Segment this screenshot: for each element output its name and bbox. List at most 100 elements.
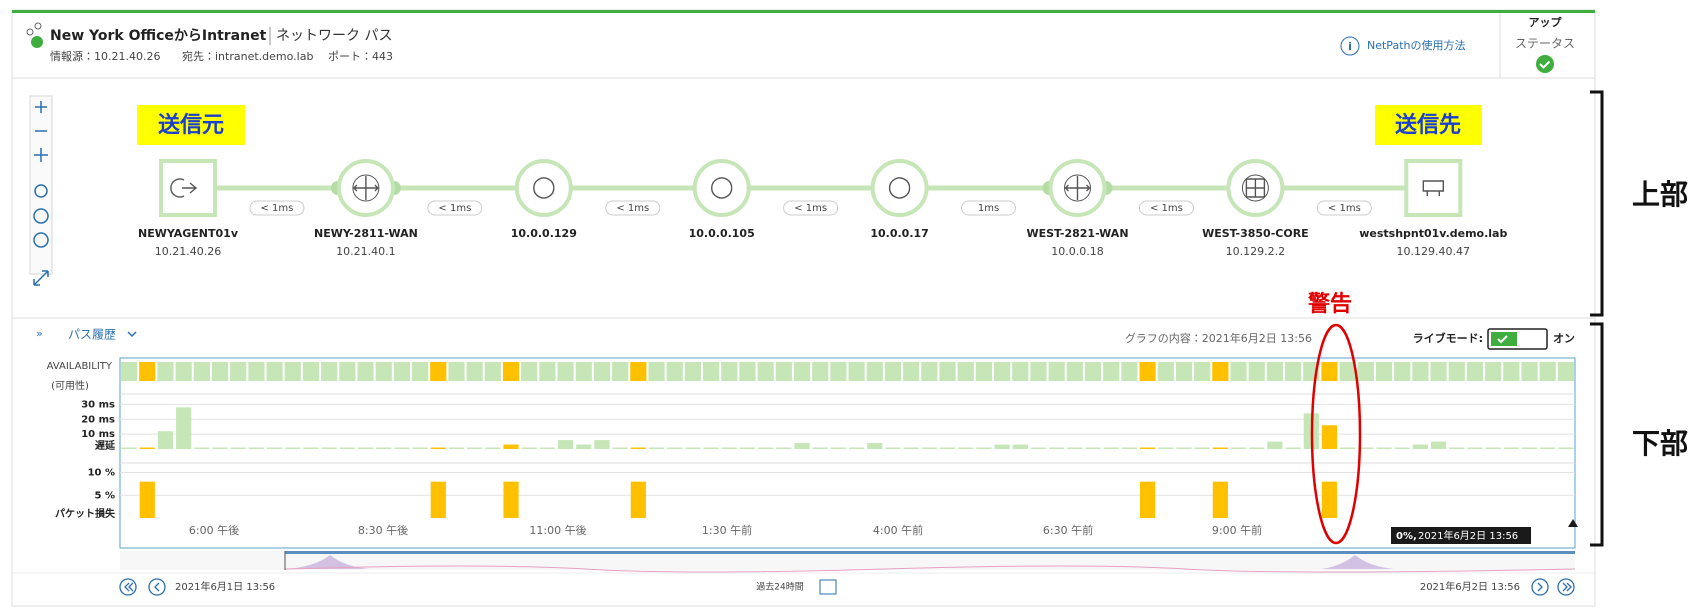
latency-bar	[830, 447, 846, 449]
availability-cell	[830, 362, 847, 381]
info-i: i	[1348, 40, 1352, 53]
availability-cell	[466, 362, 483, 381]
availability-cell	[1430, 362, 1447, 381]
calendar[interactable]	[819, 579, 837, 595]
range-end: 2021年6月2日 13:56	[1420, 580, 1520, 593]
status-bar	[12, 10, 1595, 13]
availability-cell	[1375, 362, 1393, 381]
latency-bar	[1485, 447, 1501, 449]
latency-bar	[594, 440, 610, 449]
latency-bar	[1212, 447, 1228, 449]
link-latency: 1ms	[978, 203, 999, 214]
latency-bar	[685, 447, 701, 449]
view-a[interactable]	[34, 184, 48, 198]
link-badge	[1138, 200, 1194, 216]
availability-cell	[502, 362, 520, 381]
availability-cell	[1503, 362, 1520, 381]
panel	[11, 9, 1596, 607]
node-ip: 10.21.40.26	[155, 245, 221, 258]
availability-cell	[957, 362, 974, 381]
availability-cell	[1412, 362, 1429, 381]
latency-bar	[376, 447, 392, 449]
collapse[interactable]: »	[36, 327, 43, 340]
graph-content: グラフの内容：2021年6月2日 13:56	[1125, 331, 1312, 345]
node-icon	[1064, 176, 1091, 200]
node[interactable]	[514, 159, 573, 217]
x-tick-label: 8:30 午後	[358, 523, 408, 537]
annotation: 上部	[1632, 178, 1688, 211]
x-tick-label: 11:00 午後	[529, 523, 586, 537]
live-state: オン	[1553, 332, 1575, 345]
availability-cell	[230, 362, 247, 381]
latency-bar	[1412, 444, 1428, 449]
latency-bar	[1358, 447, 1374, 449]
node-ip: 10.129.40.47	[1397, 245, 1470, 258]
availability-cell	[1266, 362, 1283, 381]
availability-cell	[284, 362, 301, 381]
availability-cell	[175, 362, 192, 381]
node[interactable]	[692, 159, 751, 217]
help-link[interactable]: NetPathの使用方法	[1367, 38, 1465, 52]
info-icon[interactable]	[1340, 36, 1360, 56]
availability-cell	[121, 362, 138, 381]
availability-cell	[1285, 362, 1302, 381]
availability-cell	[448, 362, 465, 381]
live-toggle[interactable]	[1487, 328, 1548, 350]
path-map: < 1ms < 1ms < 1ms < 1ms 1ms < 1ms < 1ms NEWYAGE…	[138, 159, 1507, 258]
annotation: 警告	[1307, 291, 1352, 317]
latency-bar	[976, 447, 992, 449]
annotation: 下部	[1632, 427, 1688, 460]
node[interactable]	[870, 159, 929, 217]
node-name: WEST-3850-CORE	[1202, 227, 1309, 240]
node[interactable]	[1404, 159, 1463, 217]
zoom[interactable]	[35, 101, 47, 132]
availability-cell	[1557, 362, 1574, 381]
dropdown[interactable]	[127, 331, 137, 338]
latency-bar	[1085, 447, 1101, 449]
availability-cell	[775, 362, 792, 381]
latency-bar	[539, 447, 555, 449]
view-c[interactable]	[33, 232, 49, 248]
latency-bar	[1449, 447, 1465, 449]
latency-bar	[503, 444, 519, 449]
availability-cell	[703, 362, 720, 381]
availability-cell	[1321, 362, 1338, 381]
link-latency: < 1ms	[1150, 203, 1183, 214]
latency-bar	[776, 447, 792, 449]
node-icon	[170, 178, 198, 198]
latency-bar	[412, 447, 428, 449]
latency-bar	[1030, 447, 1047, 449]
availability-cell	[612, 362, 629, 381]
navigator[interactable]	[120, 551, 1576, 573]
availability-cell	[1194, 362, 1211, 381]
map-toolbar	[29, 95, 53, 286]
bracket	[1590, 90, 1604, 547]
availability-cell	[321, 362, 338, 381]
latency-bar	[194, 447, 210, 449]
annotation-box	[1375, 105, 1482, 145]
availability-cell	[1357, 362, 1374, 381]
expand[interactable]	[33, 270, 49, 286]
history-title[interactable]: パス履歴	[68, 328, 116, 342]
node[interactable]	[159, 159, 217, 217]
x-tick-label: 6:30 午前	[1043, 523, 1093, 537]
latency-bar	[230, 447, 246, 449]
latency-bar	[794, 443, 810, 449]
latency-bar	[157, 431, 174, 449]
fit[interactable]	[34, 148, 48, 162]
y-tick-label: 20 ms	[81, 414, 115, 425]
latency-bar	[1158, 447, 1174, 449]
availability-cell	[375, 362, 392, 381]
app-icon	[26, 22, 43, 48]
view-b[interactable]	[33, 208, 49, 224]
latency-bar	[612, 447, 628, 449]
link-badge	[961, 200, 1017, 216]
availability-cell	[557, 362, 574, 381]
status-check	[1539, 60, 1551, 69]
availability-cell	[1394, 362, 1411, 381]
latency-bar	[267, 447, 283, 449]
annotation: 送信元	[158, 112, 224, 138]
latency-bar	[1285, 447, 1301, 449]
nav-buttons[interactable]	[119, 578, 1575, 596]
status-icon	[1536, 55, 1554, 73]
